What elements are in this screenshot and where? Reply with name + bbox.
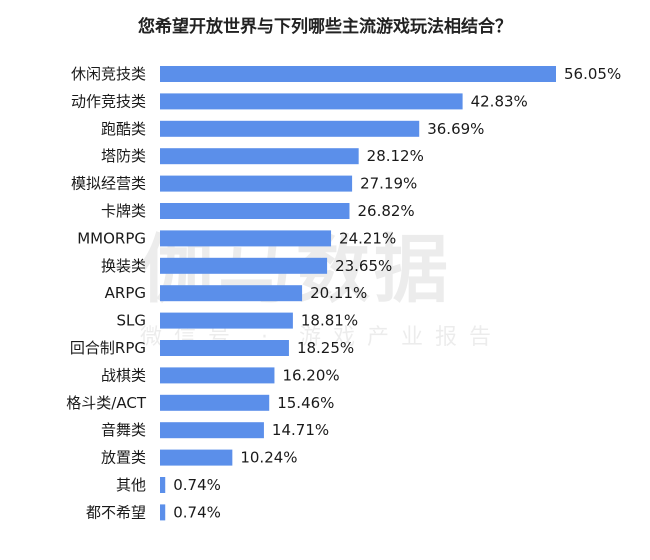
value-label: 14.71% — [272, 421, 329, 439]
category-label: 卡牌类 — [101, 202, 146, 220]
value-label: 10.24% — [240, 449, 297, 467]
category-label: 回合制RPG — [70, 339, 146, 357]
bar — [160, 367, 275, 384]
bar — [160, 148, 359, 165]
bar — [160, 340, 289, 356]
category-label: MMORPG — [77, 229, 146, 247]
chart-title: 您希望开放世界与下列哪些主流游戏玩法相结合？ — [138, 17, 512, 37]
category-label: 换装类 — [101, 257, 146, 275]
value-label: 28.12% — [367, 147, 424, 165]
category-label: 其他 — [116, 476, 146, 494]
value-label: 20.11% — [310, 284, 367, 302]
category-label: ARPG — [105, 284, 146, 302]
category-label: 休闲竞技类 — [71, 65, 146, 83]
value-label: 36.69% — [427, 120, 484, 138]
category-label: 动作竞技类 — [71, 92, 146, 110]
value-label: 26.82% — [357, 202, 414, 220]
bar — [160, 312, 293, 329]
category-label: 跑酷类 — [101, 120, 146, 138]
category-label: 塔防类 — [101, 147, 146, 165]
value-label: 0.74% — [173, 476, 221, 494]
bar — [160, 257, 328, 274]
value-label: 16.20% — [282, 366, 339, 384]
category-label: 音舞类 — [101, 421, 146, 439]
value-label: 24.21% — [339, 229, 396, 247]
value-label: 56.05% — [564, 65, 621, 83]
bar — [160, 66, 556, 82]
value-label: 27.19% — [360, 175, 417, 193]
bar — [160, 394, 270, 411]
bar — [160, 230, 332, 247]
bar — [160, 285, 303, 302]
bar — [160, 477, 166, 493]
category-label: 格斗类/ACT — [66, 394, 147, 412]
value-label: 18.25% — [297, 339, 354, 357]
category-label: 都不希望 — [86, 503, 146, 521]
bar — [160, 120, 420, 137]
bar — [160, 175, 353, 192]
value-label: 23.65% — [335, 257, 392, 275]
category-label: 战棋类 — [101, 366, 146, 384]
bar — [160, 422, 264, 439]
category-label: 模拟经营类 — [71, 175, 146, 193]
bar — [160, 449, 233, 466]
bar — [160, 504, 166, 521]
value-label: 18.81% — [301, 312, 358, 330]
value-label: 0.74% — [173, 503, 221, 521]
value-label: 42.83% — [471, 92, 528, 110]
category-label: SLG — [116, 312, 146, 330]
bar — [160, 203, 350, 219]
value-label: 15.46% — [277, 394, 334, 412]
category-label: 放置类 — [101, 449, 146, 467]
bar — [160, 93, 463, 110]
